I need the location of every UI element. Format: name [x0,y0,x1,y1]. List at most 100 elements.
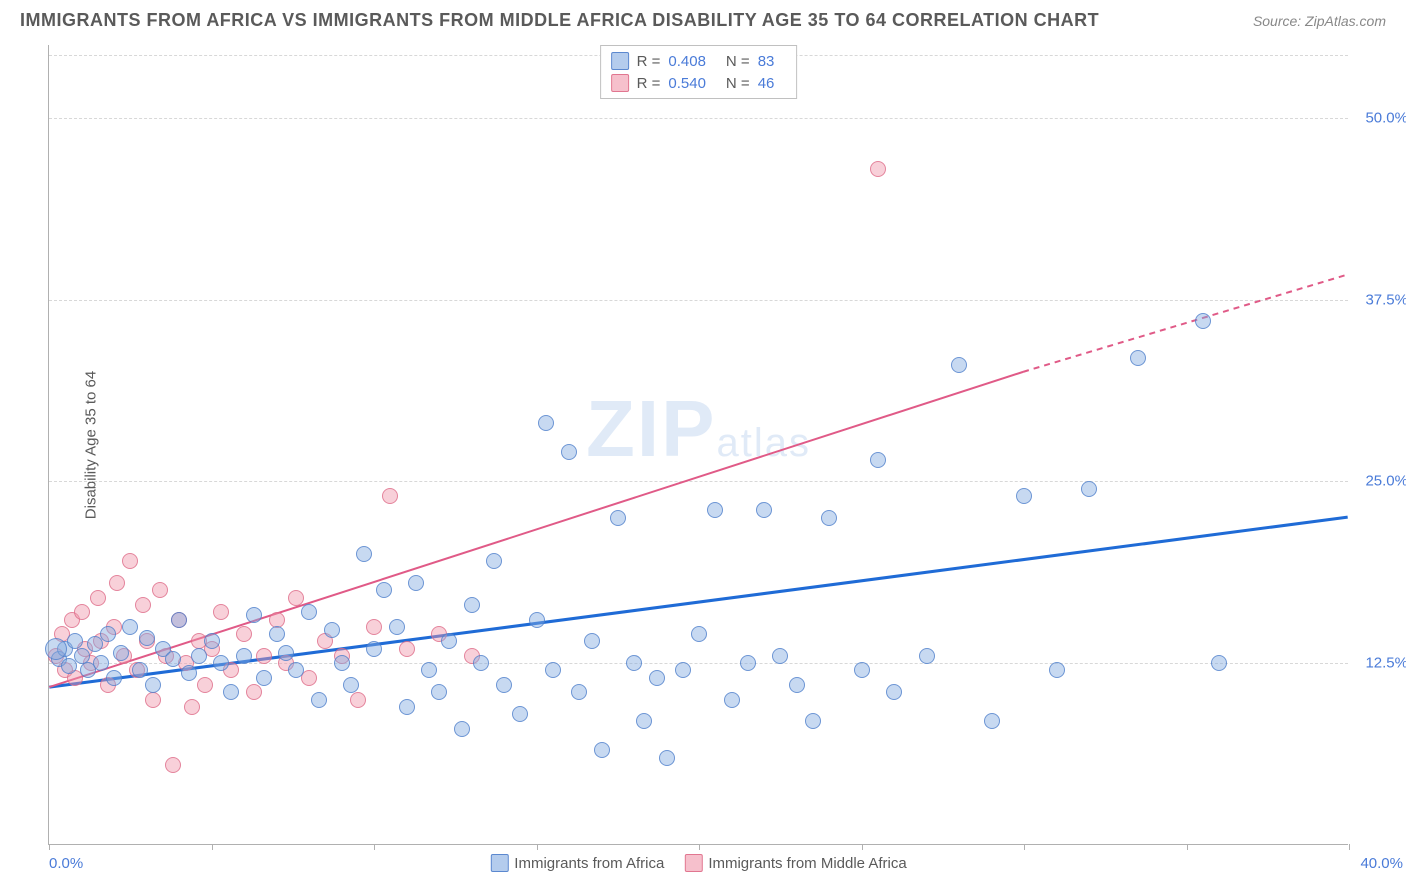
data-point [45,638,67,660]
data-point [691,626,707,642]
xtick [862,844,863,850]
data-point [636,713,652,729]
data-point [269,626,285,642]
data-point [1130,350,1146,366]
data-point [512,706,528,722]
n-label: N = [726,53,750,70]
data-point [90,590,106,606]
data-point [324,622,340,638]
data-point [171,612,187,628]
data-point [441,633,457,649]
trendlines [49,45,1348,844]
r-label: R = [637,53,661,70]
data-point [122,619,138,635]
data-point [100,626,116,642]
data-point [165,651,181,667]
swatch-pink-icon [611,74,629,92]
legend-label-blue: Immigrants from Africa [514,855,664,872]
ytick-label: 50.0% [1365,109,1406,126]
data-point [311,692,327,708]
xaxis-min-label: 0.0% [49,855,83,872]
n-value-pink: 46 [758,75,775,92]
data-point [204,633,220,649]
data-point [454,721,470,737]
data-point [464,597,480,613]
data-point [756,502,772,518]
data-point [399,699,415,715]
data-point [1049,662,1065,678]
r-label: R = [637,75,661,92]
xtick [374,844,375,850]
data-point [675,662,691,678]
data-point [649,670,665,686]
data-point [1081,481,1097,497]
data-point [184,699,200,715]
data-point [545,662,561,678]
data-point [197,677,213,693]
data-point [256,670,272,686]
data-point [139,630,155,646]
data-point [870,452,886,468]
stats-row-pink: R = 0.540 N = 46 [611,72,787,94]
data-point [191,648,207,664]
data-point [145,677,161,693]
data-point [789,677,805,693]
data-point [594,742,610,758]
chart-area: Disability Age 35 to 64 12.5%25.0%37.5%5… [48,45,1348,845]
data-point [805,713,821,729]
data-point [821,510,837,526]
n-value-blue: 83 [758,53,775,70]
data-point [538,415,554,431]
data-point [122,553,138,569]
data-point [854,662,870,678]
data-point [74,604,90,620]
chart-title: IMMIGRANTS FROM AFRICA VS IMMIGRANTS FRO… [20,10,1099,31]
data-point [529,612,545,628]
data-point [278,645,294,661]
data-point [626,655,642,671]
data-point [343,677,359,693]
watermark: ZIPatlas [586,383,811,475]
data-point [1016,488,1032,504]
stats-row-blue: R = 0.408 N = 83 [611,50,787,72]
xtick [537,844,538,850]
data-point [389,619,405,635]
data-point [350,692,366,708]
data-point [213,655,229,671]
r-value-pink: 0.540 [668,75,706,92]
data-point [772,648,788,664]
data-point [1195,313,1211,329]
data-point [223,684,239,700]
data-point [1211,655,1227,671]
series-legend: Immigrants from Africa Immigrants from M… [490,854,906,872]
data-point [165,757,181,773]
data-point [288,590,304,606]
data-point [288,662,304,678]
data-point [334,655,350,671]
data-point [301,604,317,620]
yaxis-title: Disability Age 35 to 64 [83,370,100,518]
data-point [584,633,600,649]
legend-label-pink: Immigrants from Middle Africa [708,855,906,872]
data-point [93,655,109,671]
header: IMMIGRANTS FROM AFRICA VS IMMIGRANTS FRO… [0,0,1406,31]
data-point [145,692,161,708]
data-point [366,619,382,635]
data-point [659,750,675,766]
xtick [212,844,213,850]
data-point [496,677,512,693]
data-point [246,607,262,623]
swatch-blue-icon [490,854,508,872]
data-point [707,502,723,518]
legend-item-blue: Immigrants from Africa [490,854,664,872]
source-label: Source: ZipAtlas.com [1253,13,1386,29]
data-point [561,444,577,460]
data-point [610,510,626,526]
swatch-pink-icon [684,854,702,872]
data-point [421,662,437,678]
data-point [740,655,756,671]
data-point [382,488,398,504]
data-point [984,713,1000,729]
gridline [49,300,1348,301]
gridline [49,481,1348,482]
